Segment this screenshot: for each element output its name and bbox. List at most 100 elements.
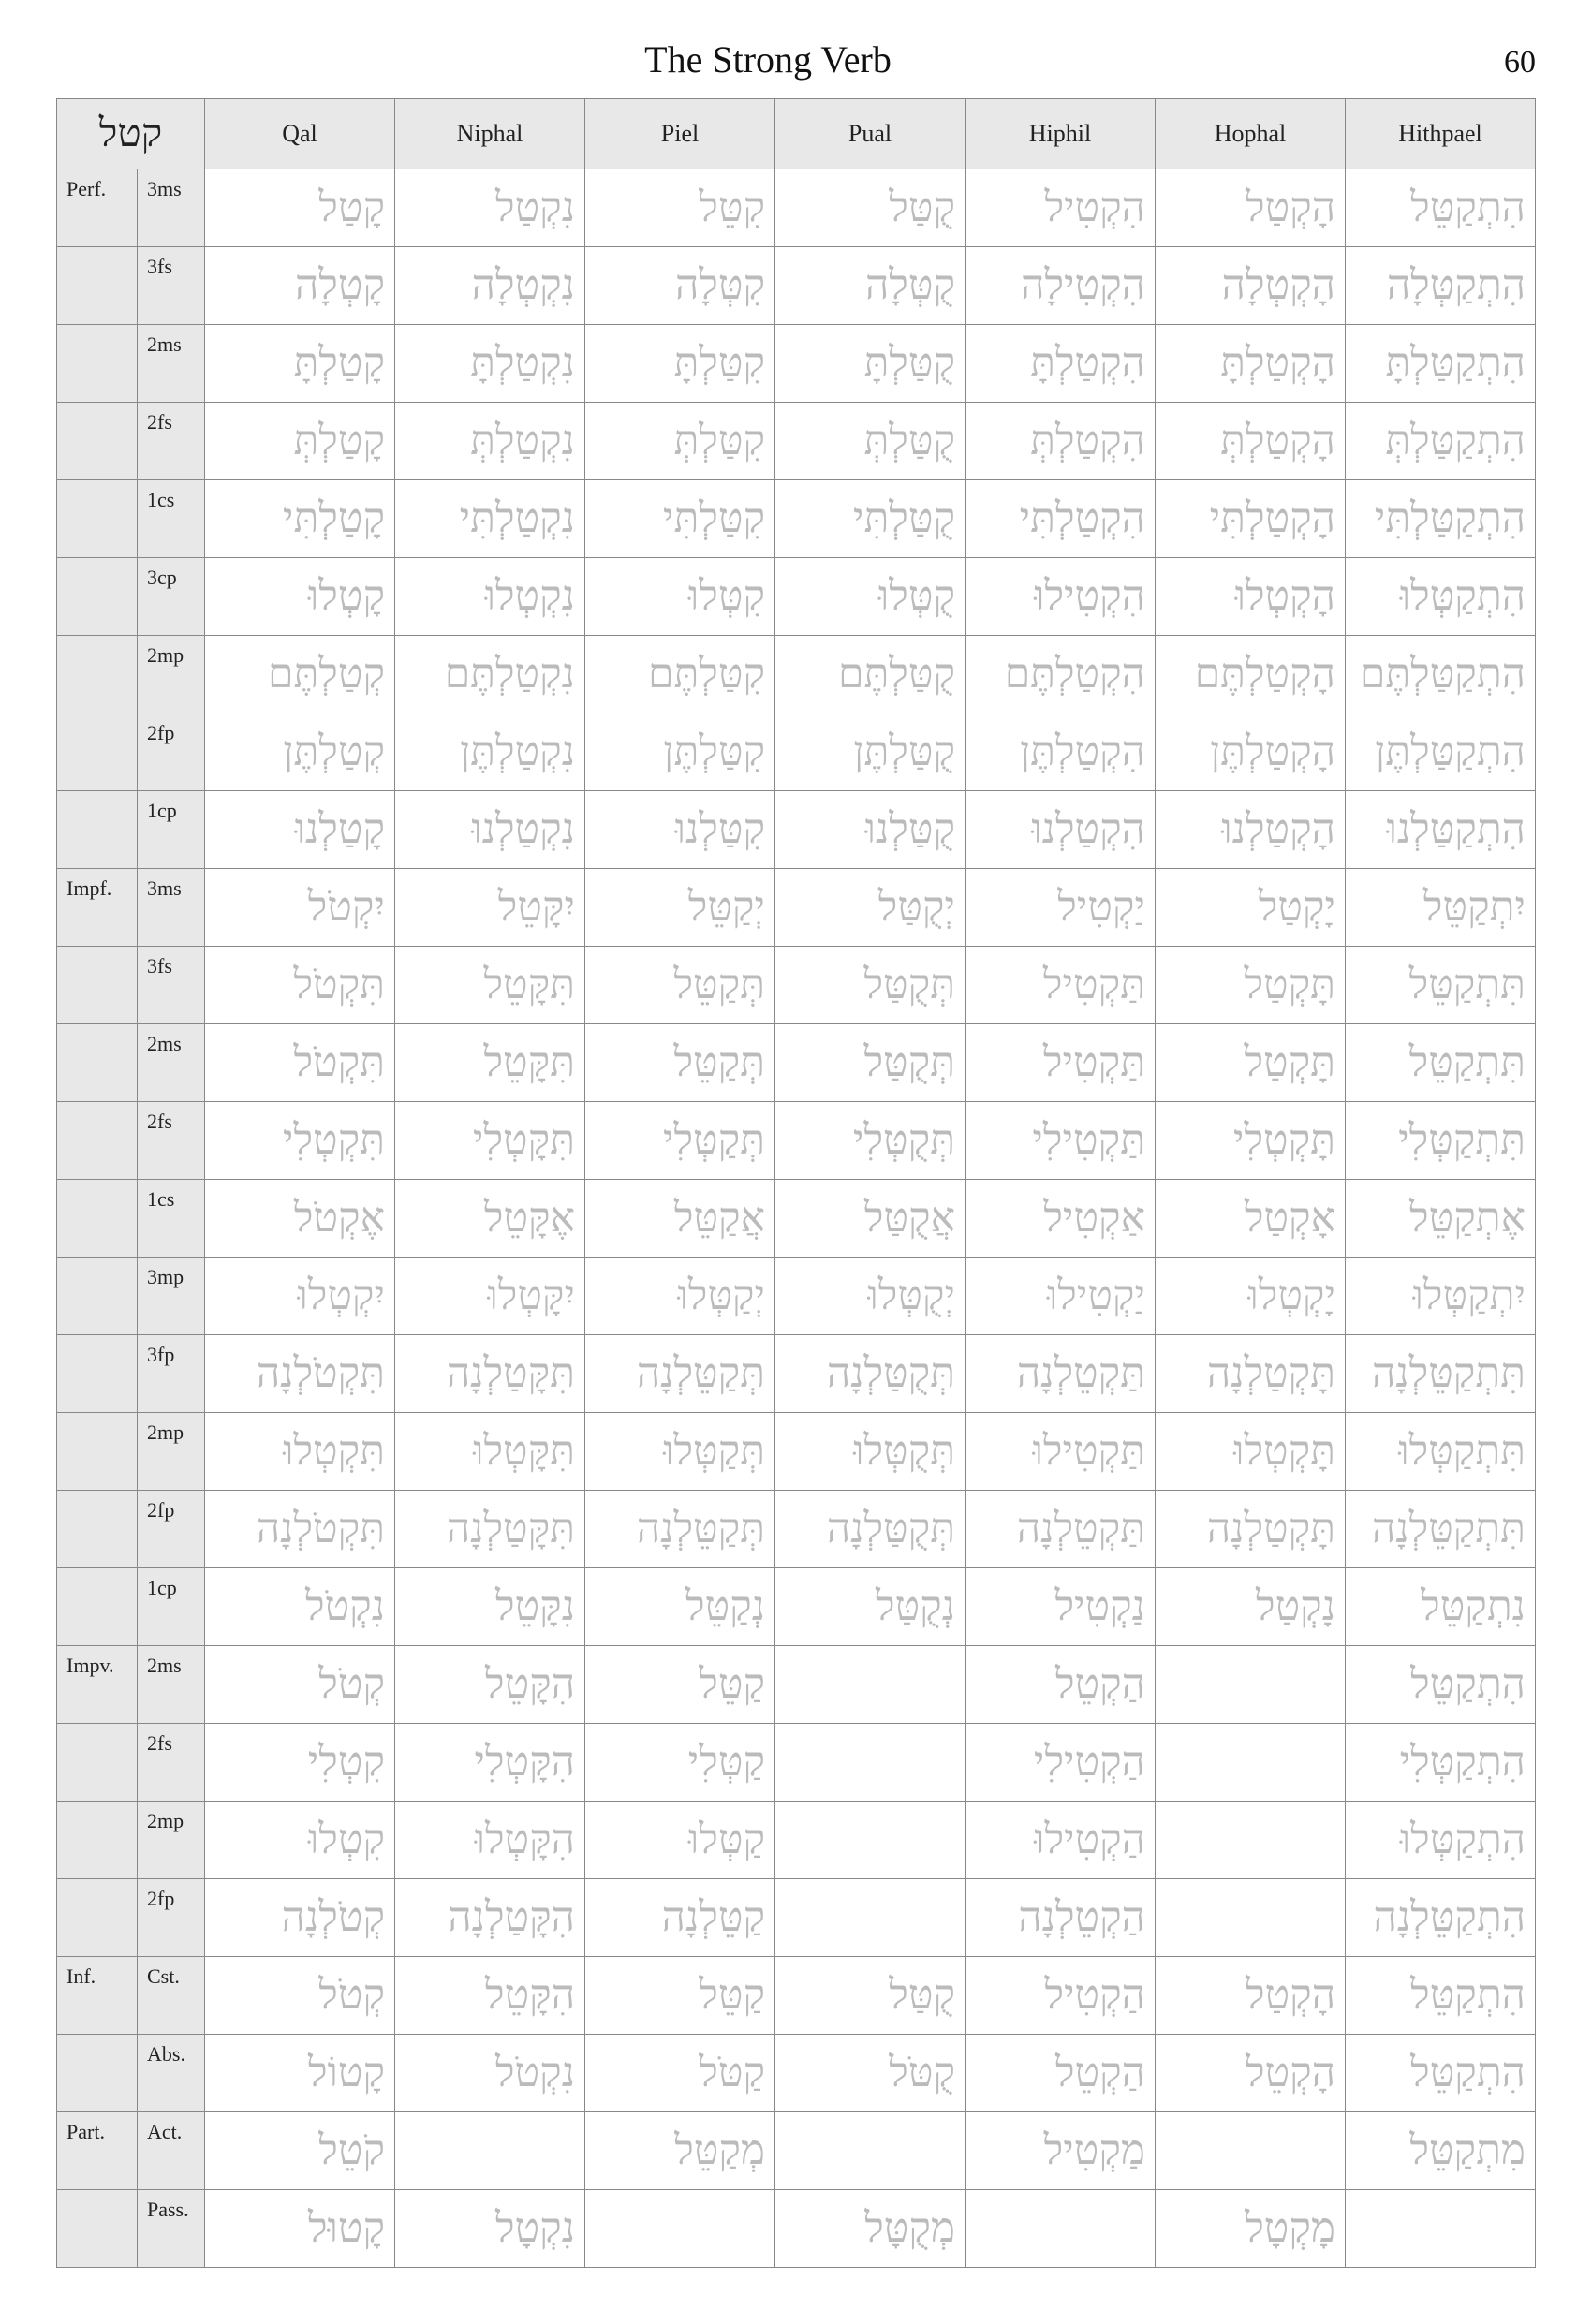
- header-row: קטל Qal Niphal Piel Pual Hiphil Hophal H…: [57, 99, 1536, 169]
- hebrew-cell: תִּקְטֹלְנָה: [205, 1491, 395, 1568]
- hebrew-cell: תְּקֻטְּלִי: [775, 1102, 966, 1180]
- tense-label: [57, 403, 138, 480]
- hebrew-cell: הַקְטֵל: [966, 1646, 1156, 1724]
- pgn-label: 1cp: [138, 791, 205, 869]
- hebrew-cell: תִּתְקַטֵּל: [1346, 947, 1536, 1024]
- tense-label: [57, 947, 138, 1024]
- hebrew-cell: תִּקְטֹל: [205, 947, 395, 1024]
- table-row: 2mpקִטְלוּהִקָּטְלוּקַטְּלוּהַקְטִילוּהִ…: [57, 1802, 1536, 1879]
- hebrew-cell: אֲקֻטַּל: [775, 1180, 966, 1258]
- hebrew-cell: קְטַלְתֶּן: [205, 713, 395, 791]
- hebrew-cell: קָטוֹל: [205, 2035, 395, 2112]
- hebrew-cell: נִקְטַלְתָּ: [395, 325, 585, 403]
- pgn-label: Pass.: [138, 2190, 205, 2268]
- table-row: 3fsתִּקְטֹלתִּקָּטֵלתְּקַטֵּלתְּקֻטַּלתַ…: [57, 947, 1536, 1024]
- hebrew-cell: נָקְטַל: [1156, 1568, 1346, 1646]
- hebrew-cell: נִקְטְלוּ: [395, 558, 585, 636]
- hebrew-cell: הִקָּטְלִי: [395, 1724, 585, 1802]
- pgn-label: 2mp: [138, 636, 205, 713]
- hebrew-cell: קֻטַּלְתֶּם: [775, 636, 966, 713]
- tense-label: [57, 1568, 138, 1646]
- hebrew-cell: קִטְּלָה: [585, 247, 775, 325]
- hebrew-cell: הָקְטַלְתָּ: [1156, 325, 1346, 403]
- hebrew-cell: קֻטַּל: [775, 1957, 966, 2035]
- table-row: 1cpקָטַלְנוּנִקְטַלְנוּקִטַּלְנוּקֻטַּלְ…: [57, 791, 1536, 869]
- table-row: 1csאֶקְטֹלאֶקָּטֵלאֲקַטֵּלאֲקֻטַּלאַקְטִ…: [57, 1180, 1536, 1258]
- hebrew-cell: הִתְקַטְּלָה: [1346, 247, 1536, 325]
- tense-label: [57, 1335, 138, 1413]
- hebrew-cell: יִקָּטֵל: [395, 869, 585, 947]
- hebrew-cell: תְּקַטֵּל: [585, 1024, 775, 1102]
- hebrew-cell: יְקֻטַּל: [775, 869, 966, 947]
- hebrew-cell: קַטֵּלְנָה: [585, 1879, 775, 1957]
- hebrew-cell: תִּתְקַטֵּלְנָה: [1346, 1335, 1536, 1413]
- hebrew-cell: [1156, 1802, 1346, 1879]
- hebrew-cell: הִקָּטֵל: [395, 1646, 585, 1724]
- hebrew-cell: הִקְטַלְתִּי: [966, 480, 1156, 558]
- hebrew-cell: מָקְטָל: [1156, 2190, 1346, 2268]
- tense-label: Perf.: [57, 169, 138, 247]
- hebrew-cell: תְּקֻטַּלְנָה: [775, 1335, 966, 1413]
- hebrew-cell: קָטַל: [205, 169, 395, 247]
- hebrew-cell: קִטַּלְתִּי: [585, 480, 775, 558]
- hebrew-cell: הִתְקַטַּלְתִּי: [1346, 480, 1536, 558]
- pgn-label: 2ms: [138, 325, 205, 403]
- hebrew-cell: [775, 2112, 966, 2190]
- hebrew-cell: תְּקֻטַּלְנָה: [775, 1491, 966, 1568]
- hebrew-cell: הִקָּטַלְנָה: [395, 1879, 585, 1957]
- stem-header: Pual: [775, 99, 966, 169]
- table-row: 2fpקְטַלְתֶּןנִקְטַלְתֶּןקִטַּלְתֶּןקֻטַ…: [57, 713, 1536, 791]
- hebrew-cell: תְּקֻטַּל: [775, 1024, 966, 1102]
- table-row: 2fpקְטֹלְנָההִקָּטַלְנָהקַטֵּלְנָההַקְטֵ…: [57, 1879, 1536, 1957]
- hebrew-cell: הָקְטֵל: [1156, 2035, 1346, 2112]
- hebrew-cell: הִקְטִילוּ: [966, 558, 1156, 636]
- hebrew-cell: הִתְקַטֵּל: [1346, 1957, 1536, 2035]
- hebrew-cell: הִקְטַלְתֶּן: [966, 713, 1156, 791]
- hebrew-cell: אֲקַטֵּל: [585, 1180, 775, 1258]
- hebrew-cell: יָקְטְלוּ: [1156, 1258, 1346, 1335]
- hebrew-cell: מַקְטִיל: [966, 2112, 1156, 2190]
- hebrew-cell: נִקְטַלְתֶּם: [395, 636, 585, 713]
- hebrew-cell: תְּקֻטַּל: [775, 947, 966, 1024]
- tense-label: [57, 480, 138, 558]
- hebrew-cell: תִּקָּטַלְנָה: [395, 1335, 585, 1413]
- hebrew-cell: תָּקְטַלְנָה: [1156, 1335, 1346, 1413]
- hebrew-cell: קִטַּלְתָּ: [585, 325, 775, 403]
- pgn-label: 2mp: [138, 1802, 205, 1879]
- pgn-label: 2ms: [138, 1024, 205, 1102]
- hebrew-cell: תְּקַטֵּל: [585, 947, 775, 1024]
- hebrew-cell: תִּתְקַטֵּל: [1346, 1024, 1536, 1102]
- hebrew-cell: הִתְקַטֵּלְנָה: [1346, 1879, 1536, 1957]
- hebrew-cell: נְקַטֵּל: [585, 1568, 775, 1646]
- tense-label: Part.: [57, 2112, 138, 2190]
- table-row: 2fpתִּקְטֹלְנָהתִּקָּטַלְנָהתְּקַטֵּלְנָ…: [57, 1491, 1536, 1568]
- tense-label: [57, 558, 138, 636]
- pgn-label: 3ms: [138, 169, 205, 247]
- hebrew-cell: הִקְטַלְנוּ: [966, 791, 1156, 869]
- hebrew-cell: נְקֻטַּל: [775, 1568, 966, 1646]
- hebrew-cell: נִקָּטֵל: [395, 1568, 585, 1646]
- hebrew-cell: תִּקְטְלוּ: [205, 1413, 395, 1491]
- hebrew-cell: הִתְקַטַּלְנוּ: [1346, 791, 1536, 869]
- hebrew-cell: קַטְּלוּ: [585, 1802, 775, 1879]
- hebrew-cell: נִקְטַלְתִּי: [395, 480, 585, 558]
- hebrew-cell: יִקָּטְלוּ: [395, 1258, 585, 1335]
- hebrew-cell: הָקְטַלְתֶּם: [1156, 636, 1346, 713]
- pgn-label: 3fs: [138, 947, 205, 1024]
- hebrew-cell: [775, 1802, 966, 1879]
- hebrew-cell: תָּקְטַל: [1156, 1024, 1346, 1102]
- hebrew-cell: תִּקְטְלִי: [205, 1102, 395, 1180]
- hebrew-cell: תַּקְטִילִי: [966, 1102, 1156, 1180]
- hebrew-cell: אֶקָּטֵל: [395, 1180, 585, 1258]
- hebrew-cell: [585, 2190, 775, 2268]
- hebrew-cell: אַקְטִיל: [966, 1180, 1156, 1258]
- tense-label: [57, 1491, 138, 1568]
- table-row: 1csקָטַלְתִּינִקְטַלְתִּיקִטַּלְתִּיקֻטַ…: [57, 480, 1536, 558]
- hebrew-cell: תִּתְקַטְּלִי: [1346, 1102, 1536, 1180]
- hebrew-cell: תְּקַטְּלוּ: [585, 1413, 775, 1491]
- hebrew-cell: הַקְטִיל: [966, 1957, 1156, 2035]
- hebrew-cell: קֻטְּלָה: [775, 247, 966, 325]
- table-row: Impf.3msיִקְטֹליִקָּטֵליְקַטֵּליְקֻטַּלי…: [57, 869, 1536, 947]
- hebrew-cell: יִתְקַטְּלוּ: [1346, 1258, 1536, 1335]
- hebrew-cell: תָּקְטַלְנָה: [1156, 1491, 1346, 1568]
